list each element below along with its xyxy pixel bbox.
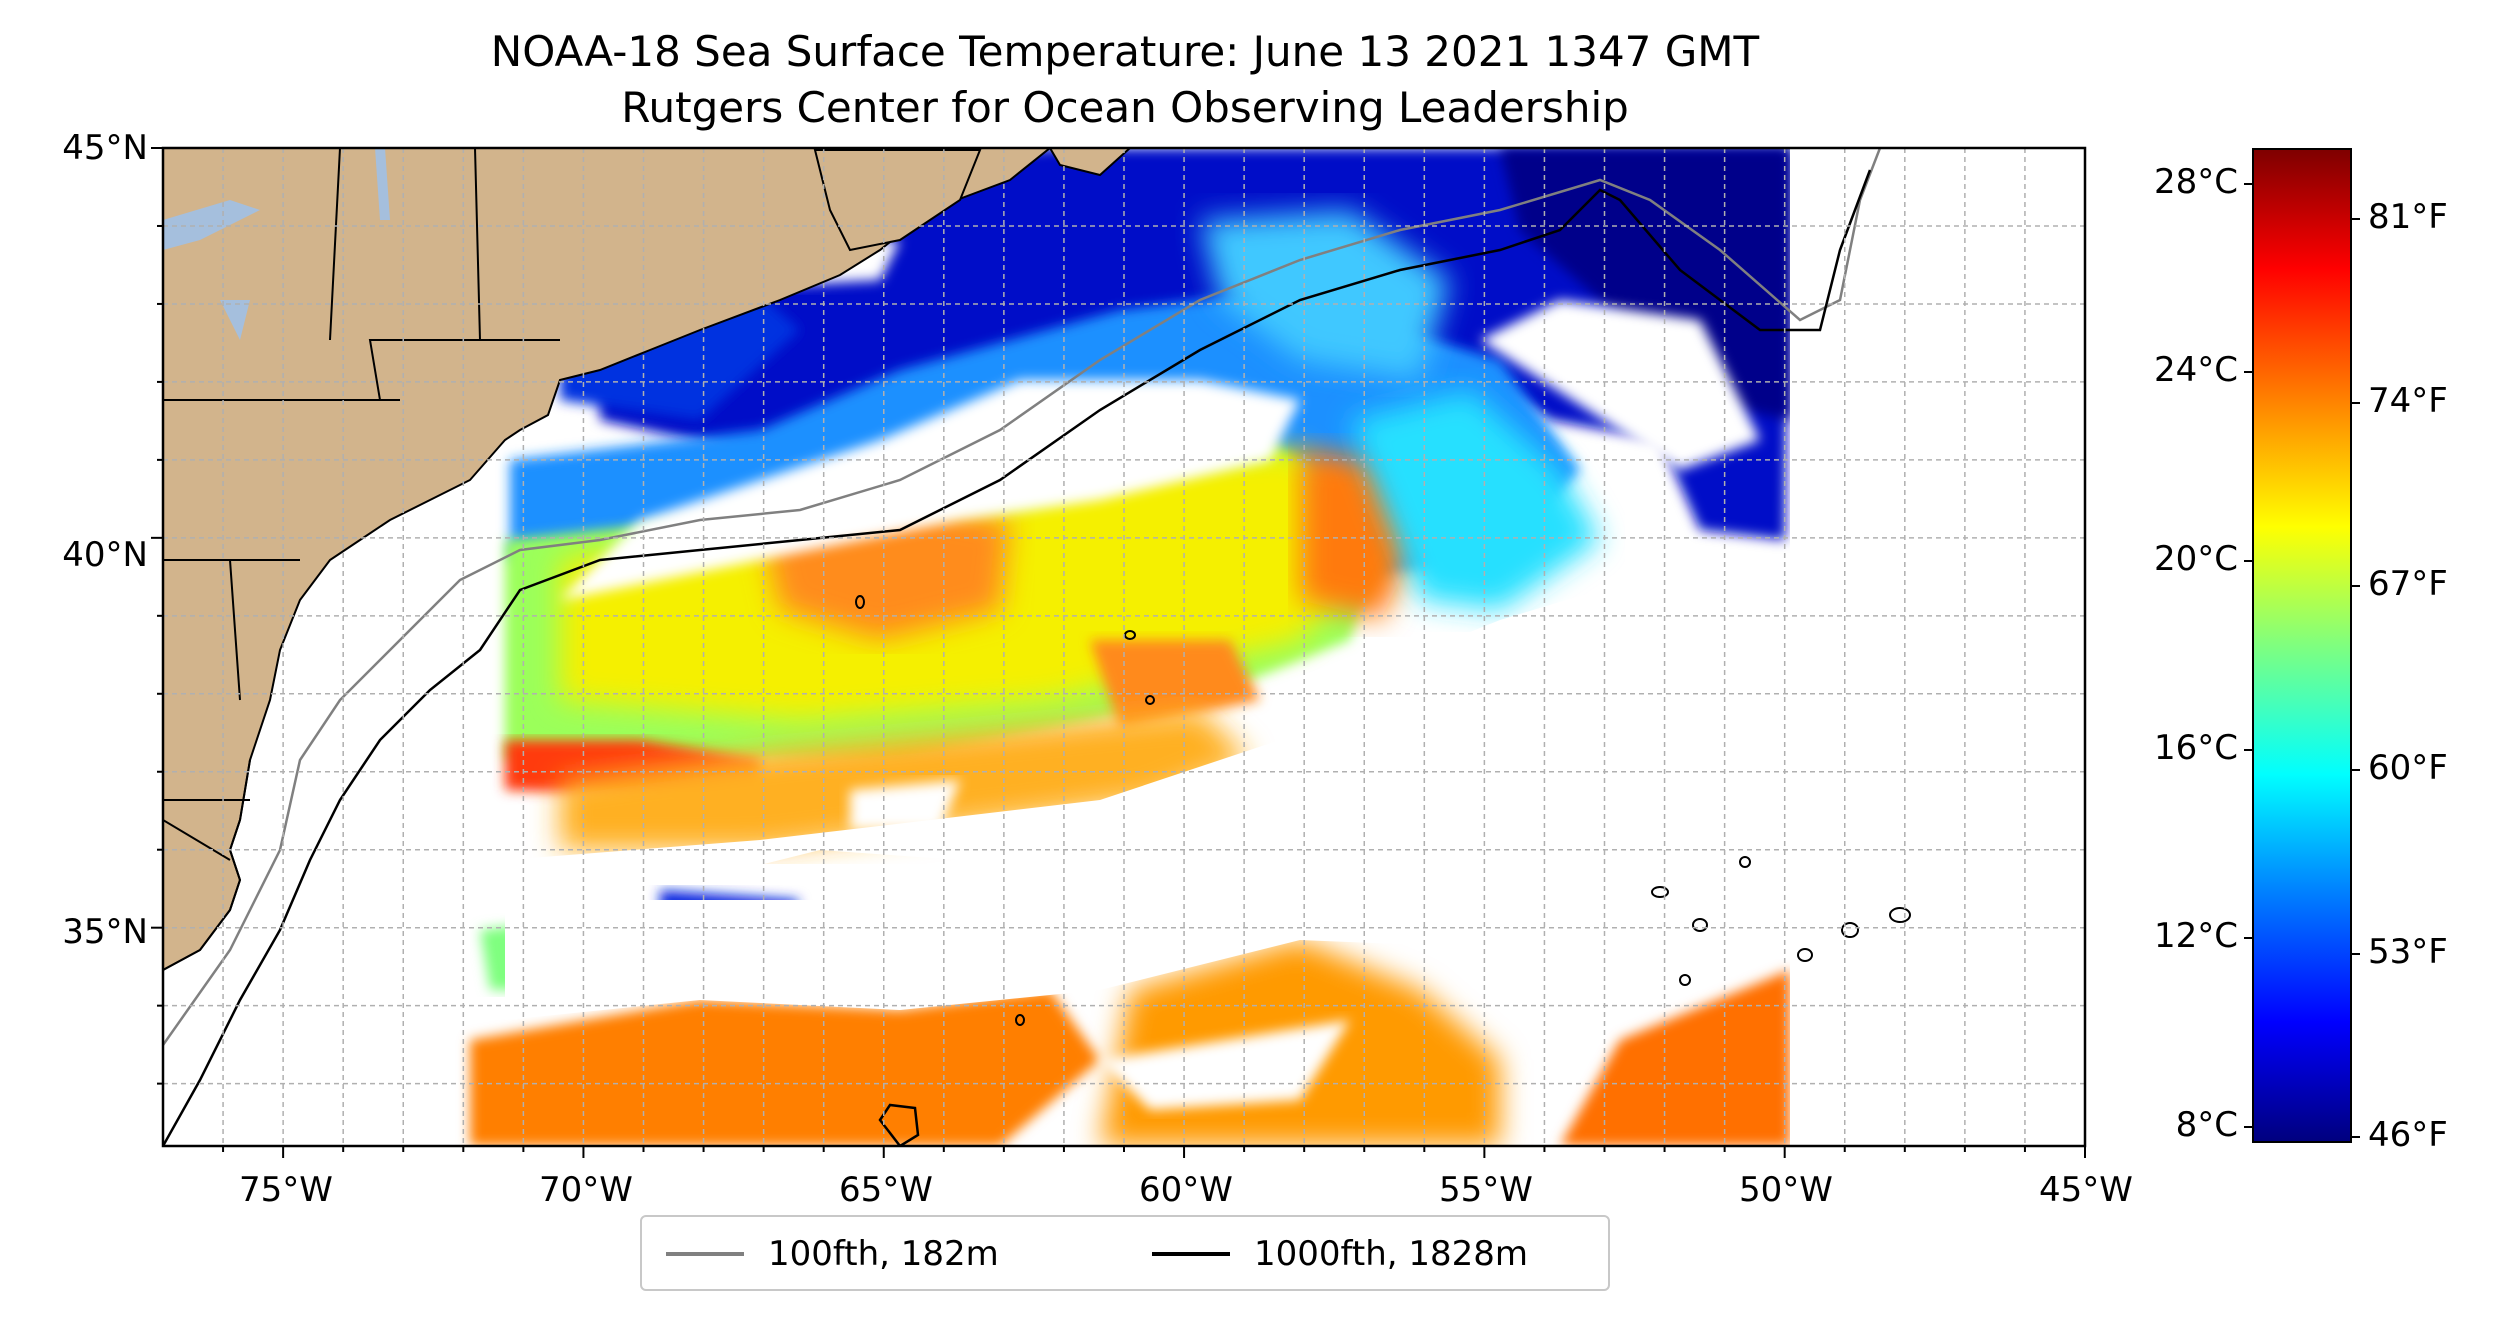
lon-label-45w: 45°W	[2039, 1170, 2133, 1210]
sst-colorbar	[2252, 148, 2352, 1143]
colorbar-f-67: 67°F	[2368, 564, 2448, 604]
colorbar-f-60: 60°F	[2368, 748, 2448, 788]
colorbar-c-28: 28°C	[2153, 162, 2238, 202]
land-mass	[163, 148, 1132, 972]
map-content	[163, 148, 2085, 1146]
colorbar-f-74: 74°F	[2368, 381, 2448, 421]
lon-label-60w: 60°W	[1139, 1170, 1233, 1210]
seamount-contours	[855, 595, 1911, 1026]
contour-100fth	[163, 148, 1882, 1046]
lon-label-55w: 55°W	[1439, 1170, 1533, 1210]
axis-ticks	[151, 147, 2086, 1158]
colorbar-c-20: 20°C	[2153, 539, 2238, 579]
legend-label-1000fth: 1000fth, 1828m	[1254, 1234, 1529, 1274]
lat-label-40n: 40°N	[62, 535, 148, 575]
map-subtitle: Rutgers Center for Ocean Observing Leade…	[621, 83, 1629, 132]
colorbar-c-8: 8°C	[2175, 1105, 2238, 1145]
colorbar-c-16: 16°C	[2153, 728, 2238, 768]
lon-label-70w: 70°W	[539, 1170, 633, 1210]
colorbar-f-53: 53°F	[2368, 932, 2448, 972]
contour-1000fth	[163, 169, 1872, 1146]
legend-swatch-gray	[666, 1252, 744, 1256]
colorbar-f-46: 46°F	[2368, 1115, 2448, 1155]
gridlines	[163, 148, 2085, 1146]
lon-label-75w: 75°W	[239, 1170, 333, 1210]
lat-label-35n: 35°N	[62, 912, 148, 952]
legend-item-1000fth: 1000fth, 1828m	[1152, 1231, 1528, 1277]
lat-label-45n: 45°N	[62, 128, 148, 168]
lon-label-65w: 65°W	[839, 1170, 933, 1210]
map-title: NOAA-18 Sea Surface Temperature: June 13…	[490, 27, 1760, 76]
legend-label-100fth: 100fth, 182m	[768, 1234, 999, 1274]
legend-item-100fth: 100fth, 182m	[666, 1231, 999, 1277]
colorbar-c-12: 12°C	[2153, 916, 2238, 956]
contour-legend: 100fth, 182m 1000fth, 1828m	[640, 1215, 1610, 1291]
colorbar-c-24: 24°C	[2153, 350, 2238, 390]
legend-swatch-black	[1152, 1252, 1230, 1256]
lon-label-50w: 50°W	[1739, 1170, 1833, 1210]
colorbar-f-81: 81°F	[2368, 197, 2448, 237]
